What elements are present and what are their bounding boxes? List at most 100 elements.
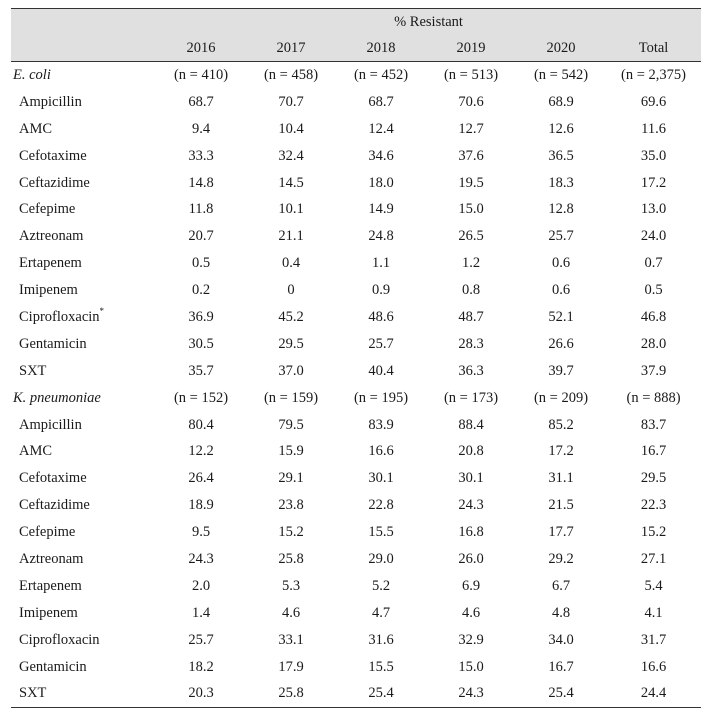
value-cell: 30.5 [188,335,214,352]
drug-name: Cefotaxime [19,147,87,164]
value-cell: 34.6 [368,147,394,164]
table-row: Cefepime 11.8 10.1 14.9 15.0 12.8 13.0 [11,196,701,223]
value-cell: 0 [287,282,295,299]
value-cell: 2.0 [191,577,211,594]
value-cell: 20.3 [156,680,246,708]
value-cell: 4.8 [551,604,571,621]
value-cell: 18.2 [188,658,214,675]
value-cell: 1.2 [461,255,481,272]
value-cell: 21.5 [548,497,574,514]
value-cell: 17.7 [548,524,574,541]
drug-name: Gentamicin [19,335,87,352]
value-cell: 33.3 [188,147,214,164]
organism-name: K. pneumoniae [13,389,101,406]
table-row: Gentamicin 18.2 17.9 15.5 15.0 16.7 16.6 [11,654,701,681]
value-cell: 26.4 [188,470,214,487]
value-cell: 17.2 [640,174,667,191]
value-cell: 36.5 [548,147,574,164]
sample-count: (n = 410) [173,66,229,83]
value-cell: 85.2 [548,416,574,433]
table-row: SXT 20.3 25.8 25.4 24.3 25.4 24.4 [11,680,702,708]
value-cell: 30.1 [458,470,484,487]
value-cell: 22.3 [640,497,667,514]
value-cell: 31.6 [368,631,394,648]
table-body: E. coli (n = 410) (n = 458) (n = 452) (n = 5… [11,62,702,708]
value-cell: 48.6 [368,308,394,325]
table-row: Cefotaxime 33.3 32.4 34.6 37.6 36.5 35.0 [11,143,701,170]
value-cell: 27.1 [640,550,667,567]
value-cell: 16.8 [458,524,484,541]
value-cell: 24.3 [426,680,516,708]
value-cell: 37.6 [458,147,484,164]
value-cell: 35.0 [640,147,667,164]
value-cell: 0.9 [371,282,391,299]
value-cell: 20.7 [188,228,214,245]
drug-name: AMC [19,443,53,460]
value-cell: 80.4 [188,416,214,433]
drug-name: SXT [19,362,47,379]
value-cell: 31.1 [548,470,574,487]
footnote-marker: * [99,306,105,317]
drug-name-cell: SXT [11,358,156,385]
value-cell: 11.8 [188,201,214,218]
value-cell: 9.5 [191,524,211,541]
value-cell: 0.4 [281,255,301,272]
value-cell: 26.6 [548,335,574,352]
table-row: Cefepime 9.5 15.2 15.5 16.8 17.7 15.2 [11,519,701,546]
drug-name-cell: AMC [11,438,156,465]
value-cell: 15.5 [368,658,394,675]
table-row: Ertapenem 2.0 5.3 5.2 6.9 6.7 5.4 [11,573,701,600]
value-cell: 68.7 [188,93,214,110]
drug-name: AMC [19,120,53,137]
drug-name-cell: Aztreonam [11,223,156,250]
value-cell: 12.4 [368,120,394,137]
drug-name-cell: Ertapenem [11,573,156,600]
value-cell: 29.5 [640,470,667,487]
table-row: Ciprofloxacin* 36.9 45.2 48.6 48.7 52.1 46.8 [11,304,701,331]
value-cell: 14.5 [278,174,304,191]
drug-name: Ciprofloxacin [19,631,100,648]
value-cell: 0.6 [551,255,571,272]
value-cell: 30.1 [368,470,394,487]
table-row: Ertapenem 0.5 0.4 1.1 1.2 0.6 0.7 [11,250,701,277]
value-cell: 0.2 [191,282,211,299]
value-cell: 28.0 [640,335,667,352]
table-row: Imipenem 0.2 0 0.9 0.8 0.6 0.5 [11,277,701,304]
table-row: Aztreonam 24.3 25.8 29.0 26.0 29.2 27.1 [11,546,701,573]
value-cell: 11.6 [641,120,666,137]
value-cell: 15.5 [368,524,394,541]
value-cell: 4.6 [461,604,481,621]
value-cell: 34.0 [548,631,574,648]
value-cell: 29.1 [278,470,304,487]
value-cell: 31.7 [640,631,667,648]
value-cell: 1.4 [191,604,211,621]
value-cell: 12.6 [548,120,574,137]
value-cell: 17.9 [278,658,304,675]
value-cell: 16.7 [640,443,667,460]
value-cell: 32.4 [278,147,304,164]
table-row: Ceftazidime 14.8 14.5 18.0 19.5 18.3 17.2 [11,170,701,197]
value-cell: 79.5 [278,416,304,433]
value-cell: 36.9 [188,308,214,325]
organism-row: E. coli (n = 410) (n = 458) (n = 452) (n = 5… [11,62,701,89]
table-row: Gentamicin 30.5 29.5 25.7 28.3 26.6 28.0 [11,331,701,358]
header-span-row: % Resistant [11,8,702,35]
value-cell: 25.7 [188,631,214,648]
drug-name-cell: Cefepime [11,519,156,546]
header-cell-2019: 2019 [426,35,516,62]
value-cell: 25.4 [516,680,606,708]
header-cell-total: Total [606,35,702,62]
value-cell: 25.8 [246,680,336,708]
drug-name: Imipenem [19,604,78,621]
sample-count: (n = 173) [443,389,499,406]
value-cell: 14.8 [188,174,214,191]
table-row: Imipenem 1.4 4.6 4.7 4.6 4.8 4.1 [11,600,701,627]
value-cell: 24.0 [640,228,667,245]
value-cell: 19.5 [458,174,484,191]
organism-row: K. pneumoniae (n = 152) (n = 159) (n = 195)… [11,385,701,412]
header-year-row: 2016 2017 2018 2019 2020 Total [11,35,702,62]
value-cell: 83.7 [640,416,667,433]
drug-name: Ciprofloxacin [19,308,100,325]
table-row: Aztreonam 20.7 21.1 24.8 26.5 25.7 24.0 [11,223,701,250]
table-row: Cefotaxime 26.4 29.1 30.1 30.1 31.1 29.5 [11,465,701,492]
